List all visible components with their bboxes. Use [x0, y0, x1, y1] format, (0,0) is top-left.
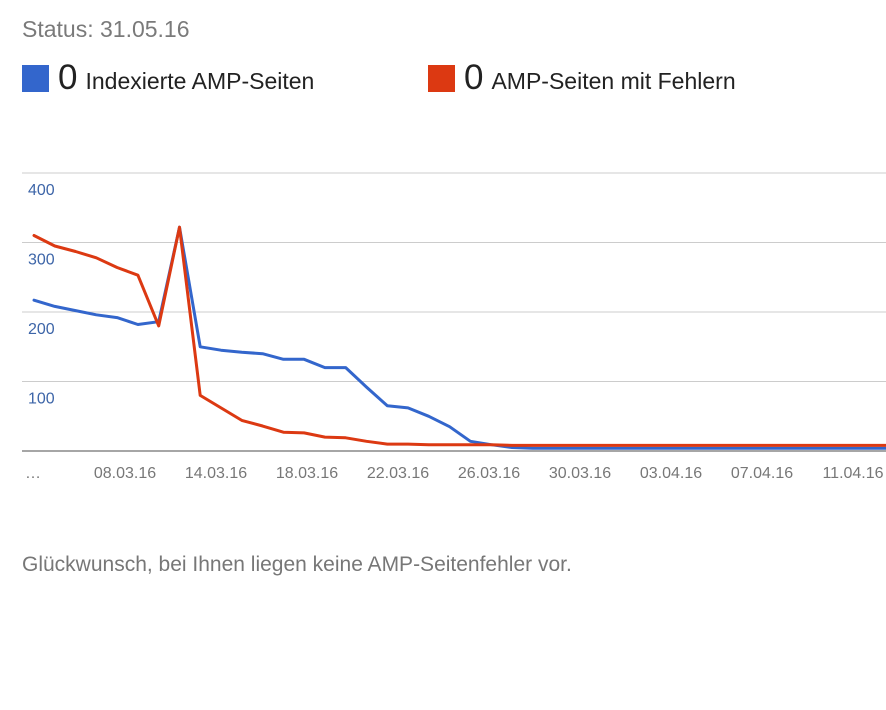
legend-count-errors: 0: [464, 58, 484, 97]
legend-item-indexed: 0 Indexierte AMP-Seiten: [22, 58, 314, 98]
legend-count-indexed: 0: [58, 58, 78, 97]
series-line-errors: [32, 225, 886, 447]
legend-label-indexed: Indexierte AMP-Seiten: [85, 68, 315, 94]
x-tick-label: 03.04.16: [640, 465, 702, 482]
y-tick-label: 200: [28, 321, 55, 338]
y-tick-label: 300: [28, 252, 55, 269]
x-tick-label: 11.04.16: [822, 465, 883, 482]
x-tick-label: 26.03.16: [458, 465, 520, 482]
line-chart: 400 300 200 100 … 08.03.16 14.03.16 18.03.16 22.…: [22, 172, 886, 482]
x-tick-label: 18.03.16: [276, 465, 338, 482]
status-date: Status: 31.05.16: [22, 16, 190, 42]
legend-swatch-errors: [428, 65, 455, 92]
legend-label-errors: AMP-Seiten mit Fehlern: [491, 68, 736, 94]
x-tick-label: 07.04.16: [731, 465, 793, 482]
x-tick-label: 14.03.16: [185, 465, 247, 482]
x-tick-label: 22.03.16: [367, 465, 429, 482]
y-tick-label: 100: [28, 391, 55, 408]
series-line-indexed: [32, 225, 886, 450]
x-tick-label: …: [25, 465, 41, 482]
y-tick-label: 400: [28, 182, 55, 199]
legend-item-errors: 0 AMP-Seiten mit Fehlern: [428, 58, 736, 98]
x-tick-label: 08.03.16: [94, 465, 156, 482]
legend-swatch-indexed: [22, 65, 49, 92]
x-tick-label: 30.03.16: [549, 465, 611, 482]
congratulations-message: Glückwunsch, bei Ihnen liegen keine AMP-…: [22, 553, 572, 576]
